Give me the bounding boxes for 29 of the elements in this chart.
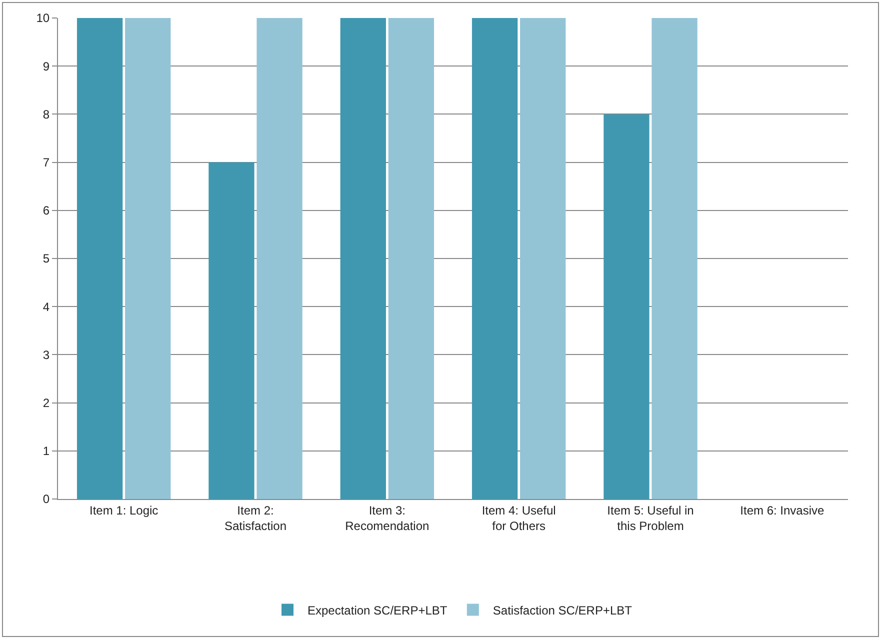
bar: [208, 162, 254, 499]
x-tick-label: Item 4: Useful for Others: [482, 503, 556, 533]
x-tick-label: Item 5: Useful in this Problem: [607, 503, 694, 533]
y-tick-label: 9: [42, 59, 50, 74]
bar: [256, 18, 302, 499]
x-tick-label: Item 3: Recomendation: [345, 503, 430, 533]
bar: [76, 18, 123, 499]
legend-label: Satisfaction SC/ERP+LBT: [492, 603, 633, 618]
bar: [520, 18, 566, 499]
bar: [652, 18, 698, 499]
x-tick-label: Item 1: Logic: [89, 503, 158, 518]
bar: [388, 18, 434, 499]
bar: [340, 18, 386, 499]
y-tick-label: 10: [36, 11, 50, 26]
y-tick-label: 0: [42, 492, 50, 506]
y-tick-label: 4: [42, 300, 50, 314]
y-tick-label: 7: [42, 156, 50, 170]
legend-label: Expectation SC/ERP+LBT: [308, 603, 448, 618]
bar: [604, 114, 650, 499]
y-tick-label: 2: [42, 396, 50, 410]
x-tick-label: Item 2: Satisfaction: [224, 503, 287, 533]
bar: [125, 18, 171, 499]
y-tick-label: 3: [42, 348, 50, 362]
y-tick-label: 6: [42, 204, 50, 218]
y-tick-label: 5: [42, 252, 50, 266]
x-tick-label: Item 6: Invasive: [740, 503, 825, 518]
bar: [472, 18, 518, 499]
y-tick-label: 8: [42, 107, 50, 122]
y-tick-label: 1: [42, 444, 50, 458]
